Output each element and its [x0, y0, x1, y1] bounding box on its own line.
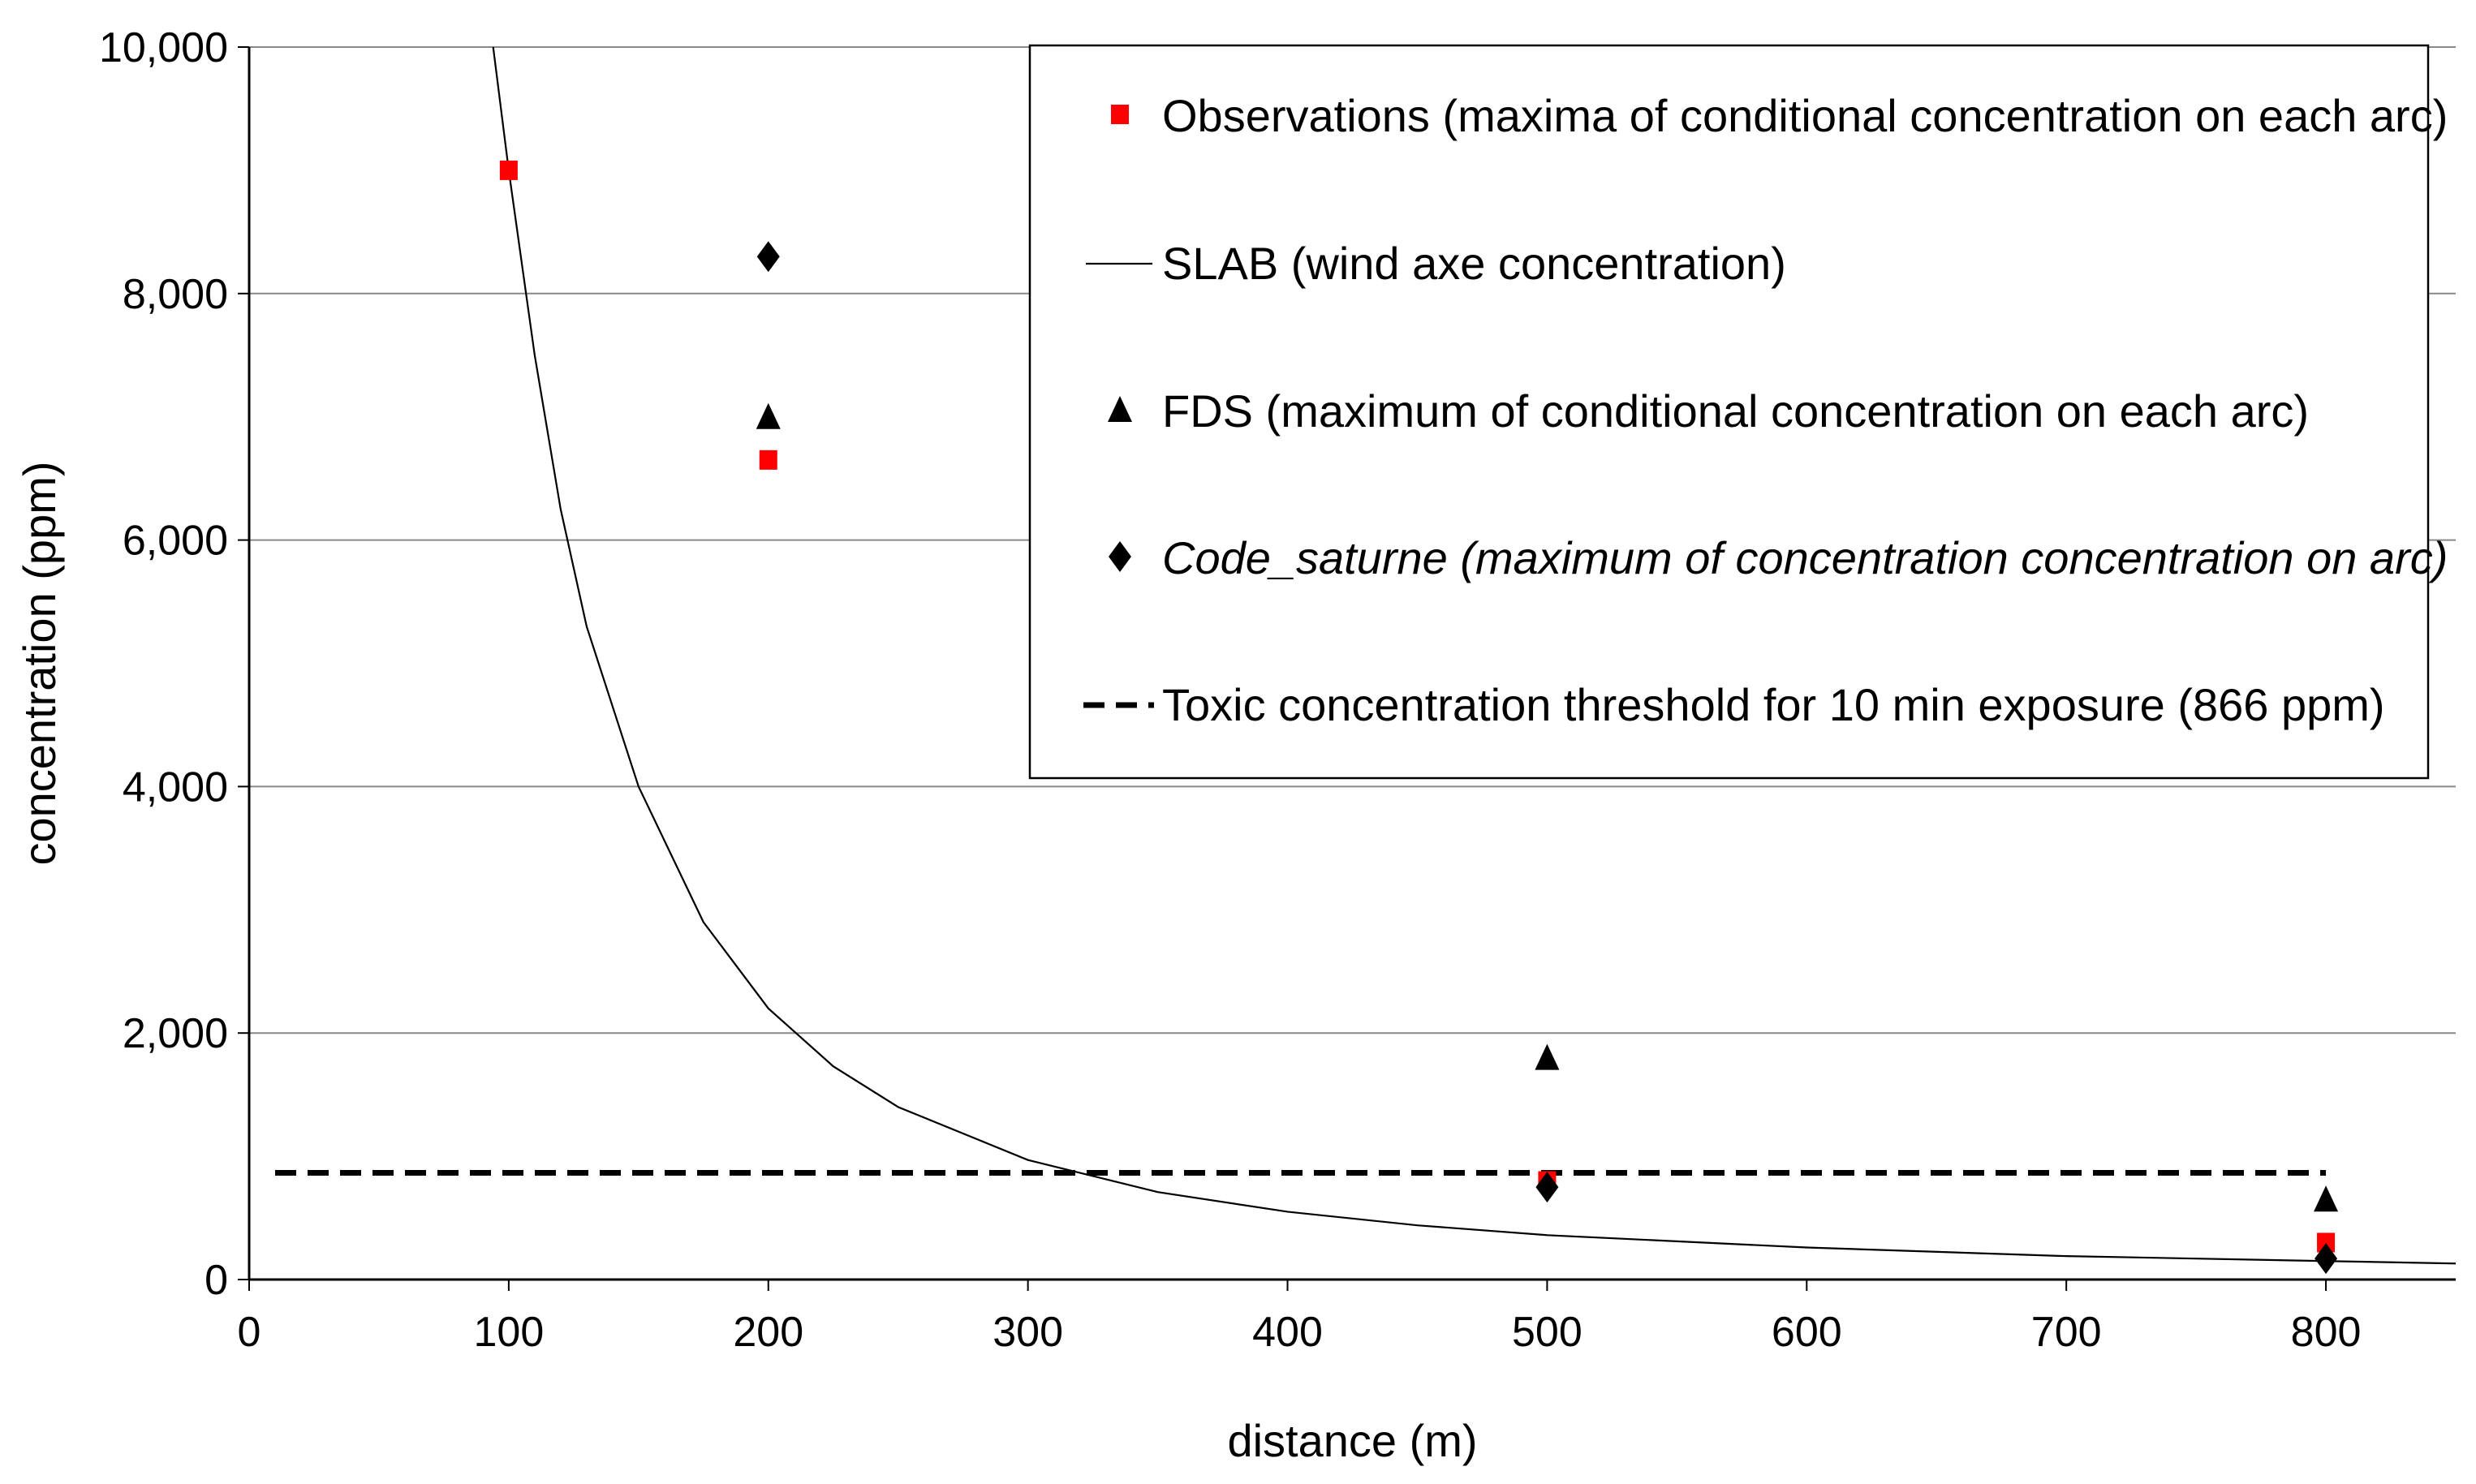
legend: Observations (maxima of conditional conc…	[1028, 44, 2448, 780]
observation-point	[499, 160, 518, 180]
legend-entry-label: SLAB (wind axe concentration)	[1162, 238, 1786, 289]
fds-point	[1535, 1043, 1560, 1070]
legend-box	[1028, 44, 2430, 780]
fds-point	[2314, 1185, 2339, 1212]
y-tick-label: 0	[205, 1257, 228, 1304]
x-axis-label: distance (m)	[1227, 1415, 1477, 1466]
y-tick-label: 8,000	[123, 271, 228, 318]
x-tick-label: 400	[1252, 1309, 1323, 1356]
legend-symbol-triangle	[1108, 396, 1132, 422]
series-markers	[499, 160, 2339, 1275]
code-saturne-point	[756, 241, 780, 273]
x-tick-label: 600	[1772, 1309, 1842, 1356]
x-tick-label: 500	[1512, 1309, 1582, 1356]
legend-entry-label: Toxic concentration threshold for 10 min…	[1162, 679, 2385, 730]
y-tick-label: 4,000	[123, 764, 228, 811]
series-lines	[274, 47, 2456, 1265]
legend-entry-label-rest: (maximum of concentration concentration …	[1448, 532, 2448, 583]
code-saturne-point	[1535, 1172, 1559, 1203]
x-tick-label: 800	[2291, 1309, 2362, 1356]
y-tick-labels: 0 2,000 4,000 6,000 8,000 10,000	[99, 24, 228, 1304]
legend-entry-label: FDS (maximum of conditional concentratio…	[1162, 385, 2309, 437]
slab-line	[492, 47, 2456, 1265]
legend-entry-label: Observations (maxima of conditional conc…	[1162, 90, 2448, 141]
legend-symbol-square	[1111, 105, 1129, 124]
code-saturne-point	[2315, 1243, 2338, 1275]
y-axis-label: concentration (ppm)	[14, 461, 65, 865]
legend-entry-label: Code_saturne (maximum of concentration c…	[1162, 532, 2448, 583]
x-tick-label: 200	[733, 1309, 803, 1356]
legend-entry-label-italic: Code_saturne	[1162, 532, 1448, 583]
observation-point	[2317, 1232, 2336, 1253]
y-tick-label: 6,000	[123, 518, 228, 565]
x-tick-label: 100	[473, 1309, 544, 1356]
fds-point	[756, 402, 781, 429]
x-tick-label: 0	[238, 1309, 261, 1356]
x-tick-label: 300	[993, 1309, 1063, 1356]
y-tick-label: 10,000	[99, 24, 228, 71]
x-tick-labels: 0 100 200 300 400 500 600 700 800	[238, 1309, 2362, 1356]
x-tick-label: 700	[2031, 1309, 2102, 1356]
legend-symbol-diamond	[1109, 541, 1131, 572]
y-tick-label: 2,000	[123, 1010, 228, 1057]
plot-area	[274, 47, 2456, 1275]
axes	[238, 46, 2456, 1291]
observation-point	[759, 450, 777, 470]
